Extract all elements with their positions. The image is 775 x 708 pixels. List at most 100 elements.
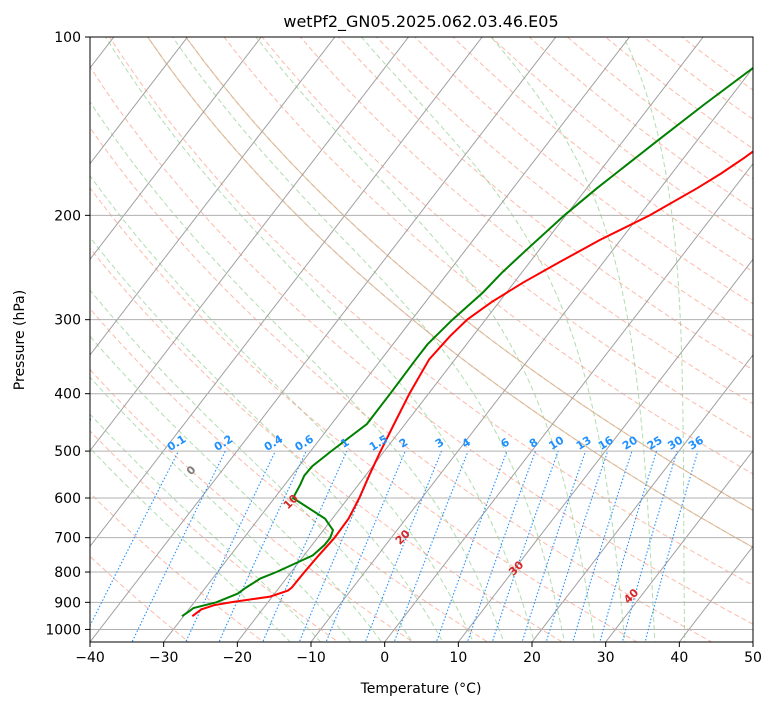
moist-adiabat-line xyxy=(90,289,413,642)
mixing-ratio-line xyxy=(364,450,443,642)
isotherm-line xyxy=(0,10,61,654)
dry-adiabat-label: 40 xyxy=(621,586,641,606)
mixing-ratio-line xyxy=(466,450,537,642)
isotherm-line xyxy=(90,37,483,548)
dry-adiabat-line xyxy=(90,126,713,642)
moist-adiabat-line xyxy=(623,37,686,642)
dry-adiabat-line xyxy=(90,492,265,642)
isotherm-line xyxy=(90,37,410,452)
x-tick-label: −40 xyxy=(75,650,105,666)
mixing-ratio-line xyxy=(185,450,276,642)
dry-adiabat-line xyxy=(566,37,753,180)
mixing-ratio-line xyxy=(491,450,559,642)
mixing-ratio-label: 20 xyxy=(620,433,640,452)
isotherm-line xyxy=(163,37,631,642)
mixing-ratio-line xyxy=(572,450,633,642)
dry-adiabat-line xyxy=(261,37,753,440)
y-tick-label: 200 xyxy=(54,208,81,224)
reference-adiabat-line xyxy=(185,37,753,512)
mixing-ratio-label: 6 xyxy=(498,435,512,450)
x-tick-label: −30 xyxy=(149,650,179,666)
dry-adiabat-label: -20 xyxy=(0,389,17,412)
plot-frame xyxy=(89,36,754,643)
moist-adiabat-line xyxy=(90,376,352,642)
moist-adiabat-line xyxy=(90,447,292,642)
y-tick-label: 700 xyxy=(54,531,81,547)
dry-adiabat-line xyxy=(90,555,190,642)
x-tick-label: −10 xyxy=(296,650,326,666)
x-axis-label: Temperature (°C) xyxy=(360,681,482,697)
isotherm-line xyxy=(531,354,753,642)
mixing-ratio-line xyxy=(521,450,587,642)
dry-adiabat-line xyxy=(90,65,753,625)
sounding-series xyxy=(181,66,753,618)
y-axis-label: Pressure (hPa) xyxy=(12,290,28,390)
x-tick-label: 50 xyxy=(744,650,762,666)
mixing-ratio-line xyxy=(435,450,508,642)
dry-adiabat-line xyxy=(90,430,340,642)
moist-adiabat-line xyxy=(90,413,322,642)
moist-adiabat-line xyxy=(361,37,626,642)
isotherm-line xyxy=(605,449,753,642)
y-tick-label: 600 xyxy=(54,491,81,507)
isobars xyxy=(90,37,753,630)
y-tick-label: 400 xyxy=(54,387,81,403)
y-tick-label: 100 xyxy=(54,30,81,46)
mixing-ratio-line xyxy=(90,450,179,627)
isotherm-line xyxy=(236,37,704,642)
dry-adiabat-line xyxy=(90,307,489,642)
isotherm-line xyxy=(90,37,336,356)
isotherm-line xyxy=(90,37,262,261)
mixing-ratio-line xyxy=(393,450,469,642)
mixing-ratio-line xyxy=(325,450,406,642)
dry-adiabat-line xyxy=(375,37,753,338)
dry-adiabat-line xyxy=(681,37,753,91)
x-tick-label: 20 xyxy=(523,650,541,666)
moist-adiabat-line xyxy=(90,236,444,642)
moist-adiabat-line xyxy=(105,37,535,642)
dry-adiabat-label: 10 xyxy=(281,492,301,512)
dry-adiabat-line xyxy=(90,187,639,642)
mixing-ratio-label: 0.4 xyxy=(262,432,286,454)
mixing-ratio-line xyxy=(218,450,307,642)
mixing-ratio-line xyxy=(545,450,609,642)
x-tick-label: −20 xyxy=(223,650,253,666)
y-tick-label: 900 xyxy=(54,595,81,611)
mixing-ratio-label: 0.6 xyxy=(293,432,317,454)
moist-adiabat-line xyxy=(90,335,383,642)
y-tick-label: 300 xyxy=(54,313,81,329)
moist-adiabat-line xyxy=(255,37,596,642)
mixing-ratio-line xyxy=(131,450,226,642)
sounding-series-line xyxy=(191,150,753,617)
isotherm-line xyxy=(678,545,753,642)
dry-adiabat-label: 20 xyxy=(393,527,413,547)
isotherm-line xyxy=(457,258,753,642)
isotherm-line xyxy=(752,641,753,642)
y-tick-label: 500 xyxy=(54,444,81,460)
x-tick-label: 0 xyxy=(380,650,389,666)
x-tick-label: 30 xyxy=(597,650,615,666)
mixing-ratio-label: 4 xyxy=(460,435,474,450)
moist-adiabats xyxy=(90,37,686,642)
x-axis-ticks: −40 −30 −20 −10 0 10 20 30 40 50 xyxy=(75,642,762,666)
mixing-ratio-line xyxy=(621,450,678,642)
moist-adiabat-line xyxy=(90,174,474,642)
dry-adiabat-line xyxy=(90,247,564,642)
chart-title: wetPf2_GN05.2025.062.03.46.E05 xyxy=(283,12,558,32)
dry-adiabat-line xyxy=(337,37,753,371)
mixing-ratio-label: 30 xyxy=(665,433,685,452)
mixing-ratio-label: 3 xyxy=(433,436,446,451)
moist-adiabat-line xyxy=(90,100,505,642)
dry-adiabat-line xyxy=(528,37,753,210)
mixing-ratio-label: 25 xyxy=(645,434,665,453)
mixing-ratio-label: 10 xyxy=(546,433,566,452)
isotherm-line xyxy=(90,37,557,642)
x-tick-label: 10 xyxy=(449,650,467,666)
y-axis-ticks: 100 200 300 400 500 600 700 800 900 1000 xyxy=(45,30,90,638)
x-tick-label: 40 xyxy=(670,650,688,666)
dry-adiabat-line xyxy=(90,368,414,642)
dry-adiabat-line xyxy=(490,37,753,241)
isotherm-line xyxy=(384,162,753,642)
dry-adiabat-line xyxy=(414,37,753,305)
